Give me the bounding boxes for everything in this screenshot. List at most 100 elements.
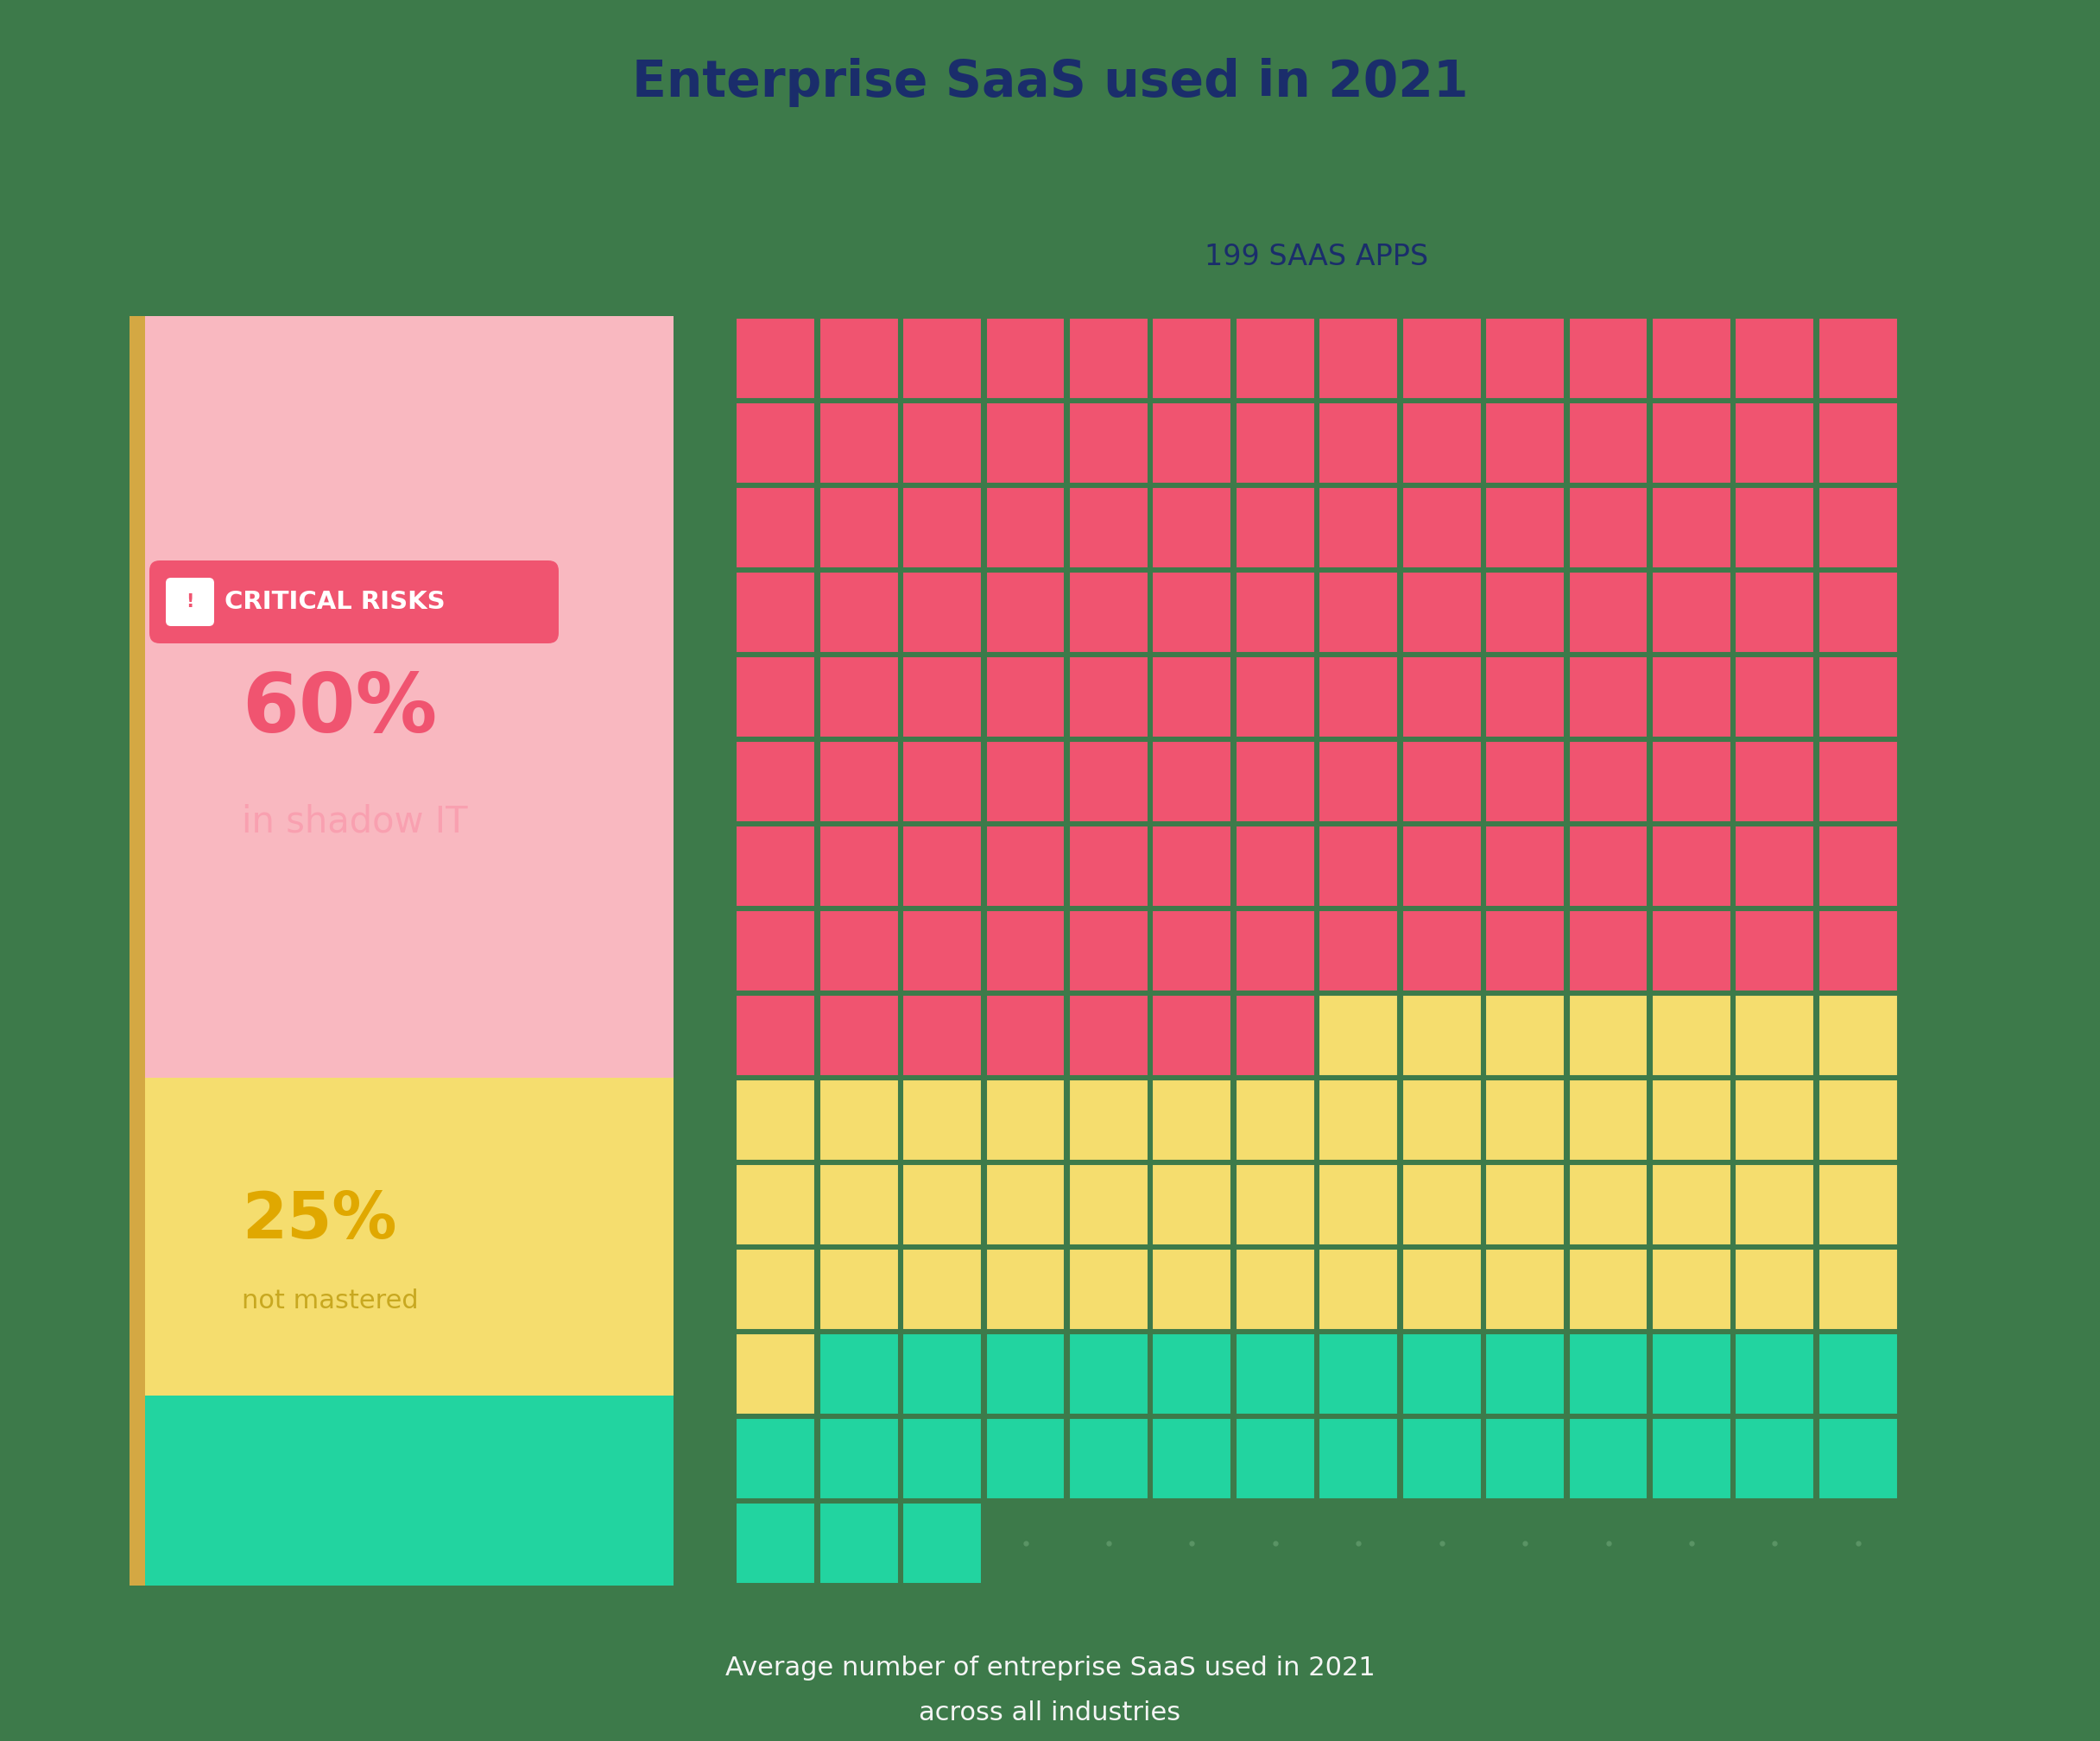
Bar: [735, 1334, 815, 1414]
Text: !: !: [187, 594, 193, 611]
Bar: [903, 1419, 983, 1499]
Bar: [1403, 1079, 1480, 1161]
Bar: [1153, 402, 1231, 484]
Bar: [1819, 402, 1898, 484]
Bar: [1735, 1419, 1814, 1499]
Bar: [1569, 402, 1648, 484]
Bar: [985, 742, 1065, 822]
Bar: [1735, 487, 1814, 568]
Bar: [1319, 656, 1399, 736]
Bar: [1235, 742, 1315, 822]
Bar: [903, 1334, 983, 1414]
Bar: [1569, 319, 1648, 399]
Bar: [1069, 487, 1149, 568]
Bar: [1819, 571, 1898, 653]
Bar: [985, 825, 1065, 907]
Bar: [1819, 742, 1898, 822]
Text: Average number of entreprise SaaS used in 2021: Average number of entreprise SaaS used i…: [724, 1656, 1376, 1680]
Bar: [819, 656, 899, 736]
Bar: [1569, 487, 1648, 568]
Bar: [1153, 656, 1231, 736]
Bar: [985, 996, 1065, 1076]
Bar: [1403, 911, 1480, 991]
Bar: [1485, 1248, 1565, 1330]
Bar: [1653, 319, 1730, 399]
Bar: [1819, 1334, 1898, 1414]
Bar: [735, 825, 815, 907]
Bar: [1735, 571, 1814, 653]
Bar: [819, 911, 899, 991]
Bar: [735, 996, 815, 1076]
Bar: [1235, 1419, 1315, 1499]
Bar: [1235, 1334, 1315, 1414]
Bar: [1569, 1334, 1648, 1414]
Bar: [1735, 1165, 1814, 1245]
Bar: [1153, 319, 1231, 399]
Bar: [1319, 1165, 1399, 1245]
Bar: [1735, 742, 1814, 822]
Bar: [1653, 1079, 1730, 1161]
Bar: [1819, 1419, 1898, 1499]
Bar: [1069, 571, 1149, 653]
Bar: [1569, 1165, 1648, 1245]
Bar: [985, 1334, 1065, 1414]
Bar: [1569, 1419, 1648, 1499]
Bar: [903, 1165, 983, 1245]
Bar: [1153, 1079, 1231, 1161]
Text: not mastered: not mastered: [242, 1288, 418, 1314]
Bar: [903, 996, 983, 1076]
Bar: [903, 911, 983, 991]
Bar: [1485, 571, 1565, 653]
Bar: [735, 319, 815, 399]
Bar: [903, 656, 983, 736]
Bar: [985, 1419, 1065, 1499]
Bar: [1319, 319, 1399, 399]
Bar: [1819, 319, 1898, 399]
Bar: [735, 1419, 815, 1499]
Bar: [1319, 487, 1399, 568]
Bar: [1235, 1165, 1315, 1245]
Bar: [819, 1502, 899, 1584]
Bar: [1319, 571, 1399, 653]
Bar: [1319, 742, 1399, 822]
Bar: [819, 1079, 899, 1161]
Bar: [985, 656, 1065, 736]
Bar: [1653, 996, 1730, 1076]
Bar: [985, 319, 1065, 399]
Bar: [819, 319, 899, 399]
Bar: [1069, 742, 1149, 822]
Text: Enterprise SaaS used in 2021: Enterprise SaaS used in 2021: [632, 57, 1468, 108]
Bar: [1653, 1334, 1730, 1414]
Bar: [903, 1248, 983, 1330]
Bar: [1485, 825, 1565, 907]
Bar: [1569, 1248, 1648, 1330]
Bar: [1735, 1248, 1814, 1330]
Bar: [1735, 402, 1814, 484]
Bar: [735, 487, 815, 568]
Bar: [1069, 319, 1149, 399]
Bar: [735, 1165, 815, 1245]
Bar: [1403, 402, 1480, 484]
Bar: [735, 656, 815, 736]
Bar: [1485, 742, 1565, 822]
Bar: [985, 1165, 1065, 1245]
Bar: [1153, 1419, 1231, 1499]
Bar: [1569, 996, 1648, 1076]
Bar: [1819, 825, 1898, 907]
Bar: [1403, 319, 1480, 399]
Bar: [1403, 742, 1480, 822]
Bar: [1569, 911, 1648, 991]
Bar: [735, 1079, 815, 1161]
Bar: [819, 571, 899, 653]
Bar: [1485, 487, 1565, 568]
Bar: [903, 1502, 983, 1584]
Bar: [1485, 402, 1565, 484]
Text: in shadow IT: in shadow IT: [242, 804, 468, 841]
Bar: [1069, 1334, 1149, 1414]
Bar: [735, 742, 815, 822]
Bar: [903, 571, 983, 653]
Bar: [1319, 1334, 1399, 1414]
Bar: [1153, 1334, 1231, 1414]
Bar: [1819, 487, 1898, 568]
Bar: [1653, 402, 1730, 484]
